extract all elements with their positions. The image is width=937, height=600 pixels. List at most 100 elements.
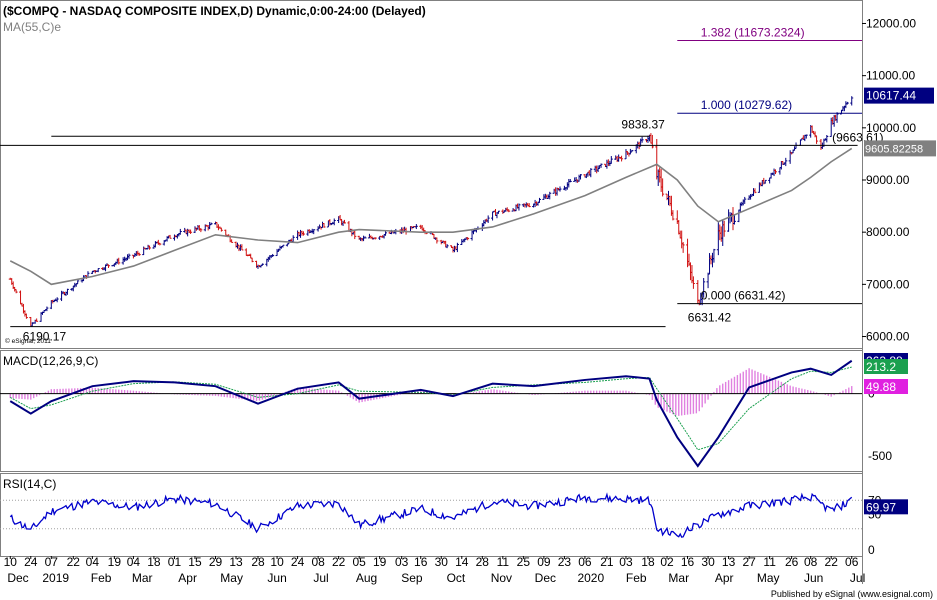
- ohlc-bar: [65, 288, 69, 295]
- ohlc-bar: [815, 135, 819, 144]
- ohlc-bar: [260, 263, 264, 266]
- x-month-label: Aug: [356, 571, 377, 585]
- ohlc-bar: [168, 234, 172, 239]
- price-annotation: 6190.17: [23, 330, 67, 344]
- x-day-label: 26: [785, 555, 799, 569]
- ohlc-bar: [301, 231, 305, 236]
- ohlc-bar: [706, 272, 710, 289]
- x-month-label: Oct: [447, 571, 466, 585]
- x-month-label: 2019: [42, 571, 69, 585]
- x-day-label: 25: [517, 555, 531, 569]
- ohlc-bar: [332, 218, 336, 226]
- x-day-label: 21: [600, 555, 614, 569]
- x-day-label: 16: [681, 555, 695, 569]
- footer-credit: Published by eSignal (www.esignal.com): [770, 589, 933, 599]
- rsi-tick-label: 0: [868, 543, 875, 557]
- ohlc-bar: [712, 248, 716, 263]
- ohlc-bar: [558, 186, 562, 192]
- macd-tick-label: -500: [868, 449, 892, 463]
- x-month-label: Sep: [401, 571, 423, 585]
- ohlc-bar: [568, 179, 572, 183]
- ohlc-bar: [24, 313, 28, 319]
- ma-last-readout-bg: [864, 140, 936, 157]
- price-tick-label: 11000.00: [866, 69, 915, 83]
- ohlc-bar: [117, 257, 121, 265]
- x-month-label: Dec: [535, 571, 556, 585]
- macd-readout-bg-1: [864, 359, 908, 374]
- ohlc-bar: [189, 229, 193, 234]
- x-month-label: Jun: [267, 571, 286, 585]
- last-price-readout-bg: [864, 87, 934, 104]
- macd-line: [9, 359, 853, 468]
- x-day-label: 13: [722, 555, 736, 569]
- ohlc-bar: [219, 227, 223, 232]
- x-day-label: 19: [108, 555, 122, 569]
- ohlc-bar: [589, 168, 593, 178]
- ohlc-bar: [599, 163, 603, 168]
- ohlc-bar: [609, 156, 613, 164]
- x-day-label: 22: [67, 555, 81, 569]
- macd-pane: MACD(12,26,9,C): [0, 354, 862, 468]
- x-day-label: 10: [4, 555, 18, 569]
- ma-legend: MA(55,C)e: [3, 20, 61, 34]
- x-day-label: 06: [845, 555, 859, 569]
- price-annotation: 6631.42: [688, 311, 732, 325]
- x-day-label: 04: [86, 555, 100, 569]
- x-month-label: Feb: [91, 571, 112, 585]
- x-day-label: 03: [395, 555, 409, 569]
- last-price-readout: 10617.44: [866, 89, 916, 103]
- x-month-label: Dec: [7, 571, 28, 585]
- rsi-readout: 69.97: [866, 500, 896, 514]
- x-day-label: 11: [497, 555, 510, 569]
- ohlc-bar: [491, 211, 495, 221]
- ohlc-bar: [178, 228, 182, 235]
- ohlc-bar: [466, 237, 470, 241]
- rsi-readout-bg: [864, 499, 908, 515]
- x-month-label: 2020: [577, 571, 604, 585]
- price-tick-label: 10000.00: [866, 121, 916, 135]
- x-day-label: 22: [332, 555, 346, 569]
- ohlc-bar: [435, 237, 439, 244]
- ohlc-bar: [527, 203, 531, 208]
- ma-line: [9, 147, 853, 286]
- ohlc-bar: [743, 196, 747, 204]
- x-day-label: 22: [825, 555, 839, 569]
- macd-readout-bg-2: [864, 379, 908, 394]
- esignal-watermark: © eSignal, 2011: [5, 337, 51, 345]
- ohlc-bar: [312, 229, 316, 235]
- x-day-label: 08: [311, 555, 325, 569]
- x-day-label: 15: [188, 555, 202, 569]
- x-day-label: 27: [742, 555, 756, 569]
- rsi-pane: RSI(14,C): [0, 477, 862, 538]
- ohlc-bar: [445, 244, 449, 249]
- price-tick-label: 12000.00: [866, 16, 916, 30]
- x-day-label: 18: [641, 555, 655, 569]
- x-month-label: Apr: [178, 571, 197, 585]
- x-month-label: Jul: [313, 571, 328, 585]
- ohlc-bar: [322, 223, 326, 228]
- ohlc-bar: [537, 197, 541, 203]
- ohlc-bar: [486, 215, 490, 223]
- ohlc-bar: [127, 253, 131, 259]
- x-day-label: 08: [804, 555, 818, 569]
- x-day-label: 16: [414, 555, 428, 569]
- x-day-label: 30: [435, 555, 449, 569]
- ohlc-bar: [722, 220, 726, 237]
- ohlc-bar: [825, 134, 829, 143]
- ohlc-bar: [55, 297, 59, 303]
- ohlc-bar: [96, 268, 100, 273]
- x-month-label: Jun: [804, 571, 823, 585]
- ohlc-bar: [681, 242, 685, 253]
- x-day-label: 28: [251, 555, 265, 569]
- x-day-label: 14: [455, 555, 469, 569]
- ohlc-bar: [630, 149, 634, 153]
- ma-last-readout: 9605.82258: [865, 143, 923, 155]
- x-day-label: 11: [763, 555, 776, 569]
- ohlc-bar: [148, 245, 152, 250]
- x-day-label: 18: [147, 555, 161, 569]
- ohlc-bar: [250, 257, 254, 263]
- ohlc-bar: [507, 209, 511, 213]
- fib-label-0.000: 0.000 (6631.42): [701, 289, 786, 303]
- ohlc-bar: [76, 280, 80, 285]
- ohlc-bar: [850, 96, 854, 106]
